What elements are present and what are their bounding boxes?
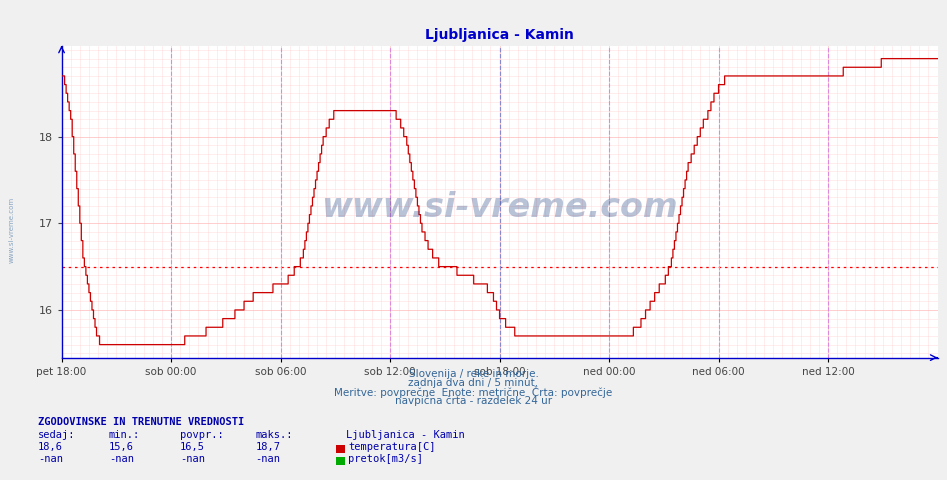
Text: min.:: min.:	[109, 430, 140, 440]
Text: navpična črta - razdelek 24 ur: navpična črta - razdelek 24 ur	[395, 396, 552, 406]
Text: ZGODOVINSKE IN TRENUTNE VREDNOSTI: ZGODOVINSKE IN TRENUTNE VREDNOSTI	[38, 417, 244, 427]
Text: www.si-vreme.com: www.si-vreme.com	[9, 197, 14, 264]
Title: Ljubljanica - Kamin: Ljubljanica - Kamin	[425, 28, 574, 42]
Text: Ljubljanica - Kamin: Ljubljanica - Kamin	[346, 430, 464, 440]
Text: sedaj:: sedaj:	[38, 430, 76, 440]
Text: 15,6: 15,6	[109, 442, 134, 452]
Text: -nan: -nan	[256, 454, 280, 464]
Text: 16,5: 16,5	[180, 442, 205, 452]
Text: Slovenija / reke in morje.: Slovenija / reke in morje.	[408, 369, 539, 379]
Text: www.si-vreme.com: www.si-vreme.com	[321, 192, 678, 224]
Text: povpr.:: povpr.:	[180, 430, 223, 440]
Text: Meritve: povprečne  Enote: metrične  Črta: povprečje: Meritve: povprečne Enote: metrične Črta:…	[334, 386, 613, 398]
Text: pretok[m3/s]: pretok[m3/s]	[348, 454, 423, 464]
Text: zadnja dva dni / 5 minut.: zadnja dva dni / 5 minut.	[408, 378, 539, 388]
Text: -nan: -nan	[180, 454, 205, 464]
Text: 18,7: 18,7	[256, 442, 280, 452]
Text: -nan: -nan	[109, 454, 134, 464]
Text: -nan: -nan	[38, 454, 63, 464]
Text: 18,6: 18,6	[38, 442, 63, 452]
Text: temperatura[C]: temperatura[C]	[348, 442, 436, 452]
Text: maks.:: maks.:	[256, 430, 294, 440]
